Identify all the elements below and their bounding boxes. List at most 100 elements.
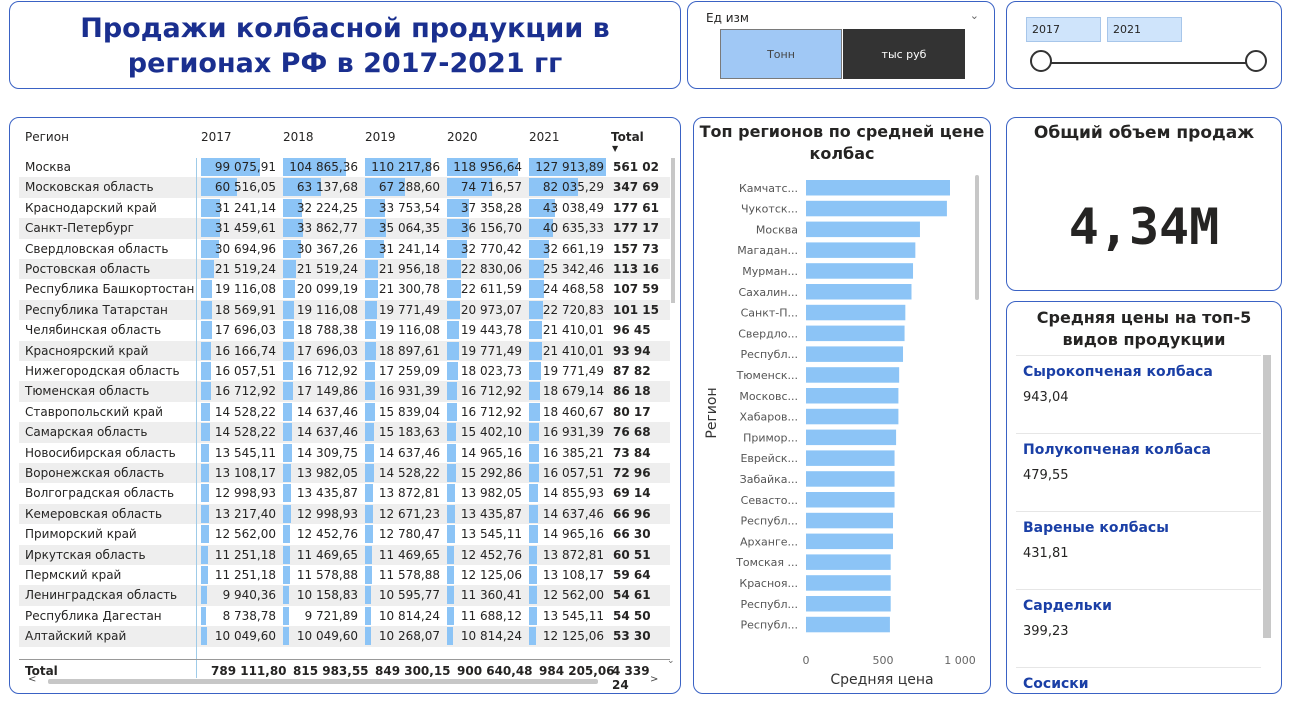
table-row[interactable]: Самарская область 14 528,22 14 637,46 15 18… (19, 422, 670, 443)
scroll-right-icon[interactable]: > (650, 674, 659, 685)
bar[interactable] (806, 596, 891, 612)
year-slider-handle-end[interactable] (1245, 50, 1267, 72)
table-row[interactable]: Воронежская область 13 108,17 13 982,05 14 … (19, 463, 670, 484)
value-text: 32 770,42 (460, 241, 522, 256)
table-row[interactable]: Красноярский край 16 166,74 17 696,03 18 89… (19, 340, 670, 361)
value-text: 16 057,51 (542, 466, 604, 480)
table-row[interactable]: Краснодарский край 31 241,14 32 224,25 33 7… (19, 198, 670, 218)
bar[interactable] (806, 408, 899, 425)
bar[interactable] (806, 429, 897, 446)
table-row[interactable]: Ростовская область 21 519,24 21 519,24 21 9… (19, 259, 670, 280)
x-tick-label: 1 000 (944, 654, 976, 667)
row-total-cell: 72 96 (611, 464, 669, 482)
table-row[interactable]: Ленинградская область 9 940,36 10 158,83 10… (19, 585, 670, 606)
table-row[interactable]: Иркутская область 11 251,18 11 469,65 11 46… (19, 544, 670, 565)
bar[interactable] (806, 242, 916, 258)
table-row[interactable]: Москва 99 075,91 104 865,36 110 217,86 118 9… (19, 157, 670, 177)
databar (201, 239, 220, 258)
chevron-down-icon[interactable]: ⌄ (969, 9, 979, 22)
table-row[interactable]: Нижегородская область 16 057,51 16 712,92 1… (19, 361, 670, 381)
header-2018[interactable]: 2018 (283, 130, 314, 144)
region-cell: Челябинская область (25, 323, 162, 338)
table-row[interactable]: Пермский край 11 251,18 11 578,88 11 578,88… (19, 565, 670, 585)
bar[interactable] (806, 388, 899, 404)
chart-scrollbar[interactable] (975, 175, 979, 300)
scroll-left-icon[interactable]: < (28, 674, 37, 685)
databar (447, 239, 467, 258)
table-row[interactable]: Республика Башкортостан 19 116,08 20 099,1… (19, 279, 670, 299)
price-list-item[interactable]: Сардельки 399,23 (1016, 589, 1261, 655)
table-row[interactable]: Ставропольский край 14 528,22 14 637,46 15 … (19, 402, 670, 422)
bar[interactable] (806, 533, 894, 550)
header-2019[interactable]: 2019 (365, 130, 396, 144)
bar[interactable] (806, 346, 904, 362)
table-row[interactable]: Свердловская область 30 694,96 30 367,26 31… (19, 239, 670, 259)
value-cell: 12 125,06 (447, 566, 525, 584)
databar (529, 300, 543, 319)
table-row[interactable]: Тюменская область 16 712,92 17 149,86 16 93… (19, 381, 670, 402)
table-row[interactable]: Новосибирская область 13 545,11 14 309,75 1… (19, 443, 670, 463)
product-price: 431,81 (1023, 546, 1069, 561)
bar[interactable] (806, 492, 895, 508)
unit-option-rub[interactable]: тыс руб (843, 29, 965, 79)
table-row[interactable]: Санкт-Петербург 31 459,61 33 862,77 35 064,… (19, 218, 670, 239)
value-cell: 13 108,17 (201, 464, 279, 482)
table-row[interactable]: Кемеровская область 13 217,40 12 998,93 12 … (19, 503, 670, 525)
year-slider-handle-start[interactable] (1030, 50, 1052, 72)
value-text: 16 057,51 (214, 364, 276, 378)
price-list-item[interactable]: Полукопченая колбаса 479,55 (1016, 433, 1261, 499)
year-slider-track[interactable] (1041, 62, 1257, 64)
row-total-text: 157 73 (613, 241, 659, 256)
bar[interactable] (806, 221, 920, 238)
bar[interactable] (806, 180, 950, 196)
price-list-item[interactable]: Вареные колбасы 431,81 (1016, 511, 1261, 577)
bar[interactable] (806, 263, 914, 279)
bar[interactable] (806, 200, 947, 217)
bar[interactable] (806, 304, 906, 321)
value-text: 10 814,24 (460, 629, 522, 644)
table-row[interactable]: Челябинская область 17 696,03 18 788,38 19 … (19, 320, 670, 340)
table-row[interactable]: Московская область 60 516,05 63 137,68 67 2… (19, 177, 670, 198)
region-cell: Тюменская область (25, 384, 150, 399)
value-text: 11 578,88 (296, 568, 358, 582)
value-cell: 11 469,65 (283, 545, 361, 564)
bar[interactable] (806, 575, 891, 591)
header-total[interactable]: Total (611, 130, 644, 144)
vertical-scrollbar[interactable] (671, 158, 675, 303)
price-list-item[interactable]: Сырокопченая колбаса 943,04 (1016, 355, 1261, 421)
header-region[interactable]: Регион (25, 130, 69, 144)
databar (201, 300, 213, 319)
header-2021[interactable]: 2021 (529, 130, 560, 144)
bar[interactable] (806, 512, 894, 529)
price-list-scrollbar[interactable] (1263, 355, 1271, 638)
year-from-input[interactable]: 2017 (1026, 17, 1101, 42)
horizontal-scrollbar[interactable] (48, 679, 598, 684)
x-axis-title: Средняя цена (830, 672, 933, 688)
bar[interactable] (806, 616, 890, 633)
header-2017[interactable]: 2017 (201, 130, 232, 144)
value-text: 13 545,11 (214, 445, 276, 460)
bar[interactable] (806, 450, 895, 466)
table-row[interactable]: Приморский край 12 562,00 12 452,76 12 780,… (19, 524, 670, 544)
scroll-down-icon[interactable]: ⌄ (667, 656, 675, 666)
table-row[interactable]: Волгоградская область 12 998,93 13 435,87 1… (19, 483, 670, 503)
databar (529, 443, 539, 462)
table-row[interactable]: Республика Дагестан 8 738,78 9 721,89 10 81… (19, 606, 670, 626)
bar[interactable] (806, 325, 905, 342)
value-cell: 14 309,75 (283, 443, 361, 462)
table-row[interactable]: Республика Татарстан 18 569,91 19 116,08 19… (19, 299, 670, 321)
bar[interactable] (806, 284, 912, 300)
price-list-item[interactable]: Сосиски (1016, 667, 1261, 693)
table-row[interactable]: Алтайский край 10 049,60 10 049,60 10 268,0… (19, 626, 670, 647)
value-cell: 67 288,60 (365, 178, 443, 197)
row-total-cell: 157 73 (611, 240, 669, 258)
row-total-text: 93 94 (613, 343, 651, 358)
header-2020[interactable]: 2020 (447, 130, 478, 144)
bar[interactable] (806, 554, 891, 570)
databar (365, 178, 406, 197)
bar[interactable] (806, 367, 900, 383)
unit-option-tonn[interactable]: Тонн (720, 29, 842, 79)
bar[interactable] (806, 471, 895, 487)
value-text: 74 716,57 (460, 180, 522, 195)
year-to-input[interactable]: 2021 (1107, 17, 1182, 42)
